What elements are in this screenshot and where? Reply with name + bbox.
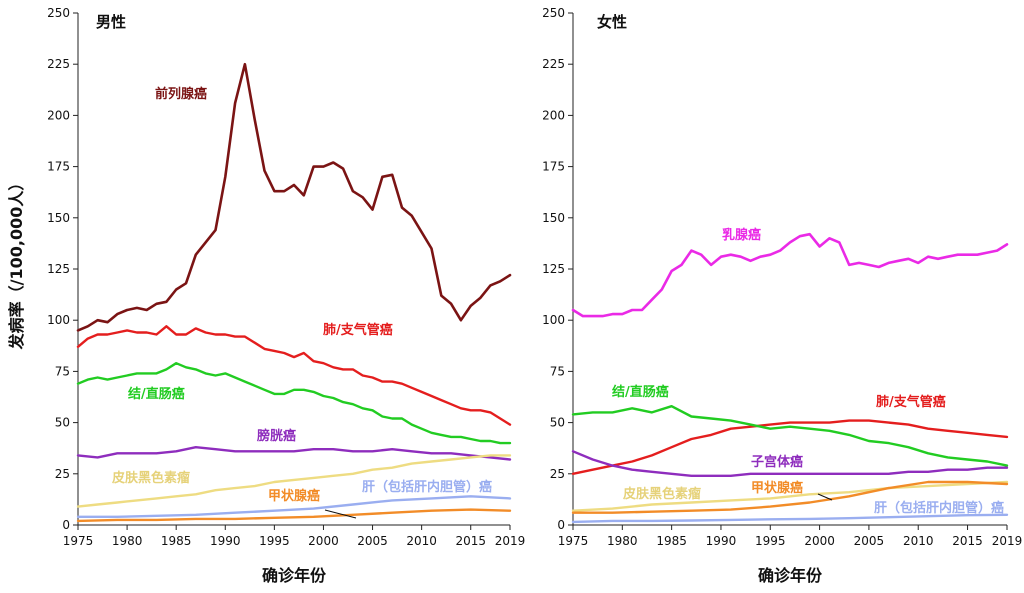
x-tick-label: 2005 — [854, 534, 885, 548]
series-label: 甲状腺癌 — [751, 480, 803, 496]
y-tick-label: 150 — [542, 211, 565, 225]
series-line — [76, 446, 512, 461]
series-line — [76, 454, 512, 508]
y-tick-label: 50 — [550, 416, 565, 430]
x-tick-label: 1995 — [755, 534, 786, 548]
series-label: 甲状腺癌 — [268, 488, 320, 504]
series-label: 肝（包括肝内胆管）癌 — [874, 500, 1004, 516]
series-label: 皮肤黑色素瘤 — [622, 486, 701, 502]
series-line — [76, 508, 512, 523]
y-tick-label: 175 — [542, 160, 565, 174]
series-label: 结/直肠癌 — [128, 386, 185, 402]
series-line — [571, 232, 1009, 318]
y-tick-label: 250 — [47, 6, 70, 20]
series-label: 乳腺癌 — [722, 227, 761, 243]
series-label: 肺/支气管癌 — [323, 322, 393, 338]
y-tick-label: 150 — [47, 211, 70, 225]
x-tick-label: 2015 — [952, 534, 983, 548]
y-tick-label: 75 — [55, 364, 70, 378]
series-label: 子宫体癌 — [751, 454, 803, 470]
y-tick-label: 75 — [550, 364, 565, 378]
series-label: 结/直肠癌 — [612, 384, 669, 400]
series-label: 肝（包括肝内胆管）癌 — [362, 479, 492, 495]
y-tick-label: 225 — [47, 57, 70, 71]
x-tick-label: 2000 — [308, 534, 339, 548]
y-tick-label: 200 — [542, 108, 565, 122]
x-tick-label: 2000 — [804, 534, 835, 548]
series-line — [571, 450, 1009, 477]
series-line — [571, 480, 1009, 514]
panel-male: 0 25 50 75 100 125 150 175 200 225 250 1975 1980 1985… — [47, 6, 525, 585]
y-tick-label: 200 — [47, 108, 70, 122]
x-axis-title: 确诊年份 — [758, 566, 823, 585]
x-tick-label: 2005 — [357, 534, 388, 548]
y-tick-label: 50 — [55, 416, 70, 430]
series-label: 前列腺癌 — [155, 86, 207, 102]
series-label: 膀胱癌 — [256, 428, 296, 444]
y-axis-title: 发病率（/100,000人） — [7, 175, 26, 351]
panel-title: 女性 — [597, 13, 627, 31]
x-tick-label: 1975 — [558, 534, 589, 548]
series-line — [76, 362, 512, 445]
y-tick-label: 100 — [542, 313, 565, 327]
x-tick-label: 1975 — [63, 534, 94, 548]
y-tick-label: 25 — [55, 467, 70, 481]
x-tick-label: 1985 — [656, 534, 687, 548]
x-tick-label: 1995 — [259, 534, 290, 548]
x-tick-label: 1980 — [607, 534, 638, 548]
x-tick-label: 2019 — [992, 534, 1023, 548]
x-tick-label: 2019 — [495, 534, 526, 548]
x-tick-label: 1990 — [706, 534, 737, 548]
series-line — [571, 480, 1009, 512]
panel-female: 0 25 50 75 100 125 150 175 200 225 250 1975 1980 1985… — [542, 6, 1022, 585]
x-tick-label: 2010 — [406, 534, 437, 548]
y-tick-label: 125 — [542, 262, 565, 276]
x-tick-label: 1980 — [112, 534, 143, 548]
label-leader-line — [324, 509, 357, 519]
y-tick-label: 175 — [47, 160, 70, 174]
y-tick-label: 0 — [557, 518, 565, 532]
series-line — [76, 495, 512, 518]
y-tick-label: 0 — [62, 518, 70, 532]
series-line — [76, 325, 512, 426]
series-label: 肺/支气管癌 — [876, 394, 946, 410]
series-label: 皮肤黑色素瘤 — [111, 470, 190, 486]
x-tick-label: 1990 — [210, 534, 241, 548]
x-tick-label: 2010 — [903, 534, 934, 548]
series-line — [571, 419, 1009, 475]
y-tick-label: 25 — [550, 467, 565, 481]
series-line — [571, 405, 1009, 467]
series-line — [571, 513, 1009, 524]
y-tick-label: 250 — [542, 6, 565, 20]
x-tick-label: 1985 — [161, 534, 192, 548]
y-tick-label: 100 — [47, 313, 70, 327]
panel-title: 男性 — [96, 13, 126, 31]
series-line — [76, 62, 512, 332]
x-tick-label: 2015 — [455, 534, 486, 548]
y-tick-label: 225 — [542, 57, 565, 71]
y-tick-label: 125 — [47, 262, 70, 276]
x-axis-title: 确诊年份 — [262, 566, 327, 585]
label-leader-line — [817, 493, 833, 501]
